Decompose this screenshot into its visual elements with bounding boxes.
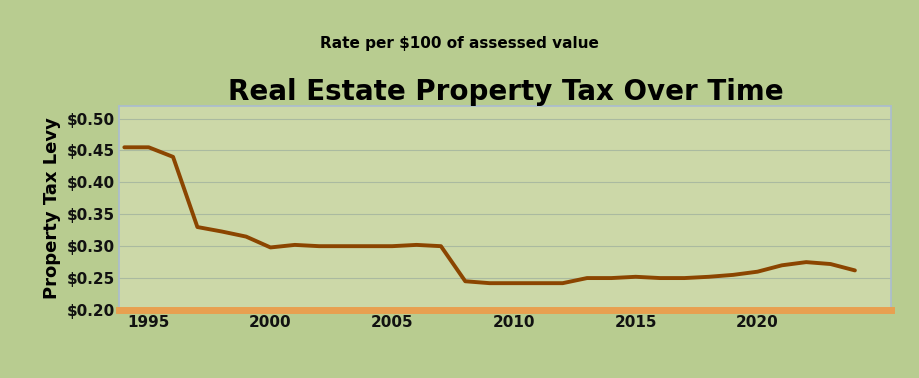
Y-axis label: Property Tax Levy: Property Tax Levy: [43, 117, 61, 299]
Title: Real Estate Property Tax Over Time: Real Estate Property Tax Over Time: [228, 78, 783, 106]
Text: Rate per $100 of assessed value: Rate per $100 of assessed value: [320, 36, 599, 51]
